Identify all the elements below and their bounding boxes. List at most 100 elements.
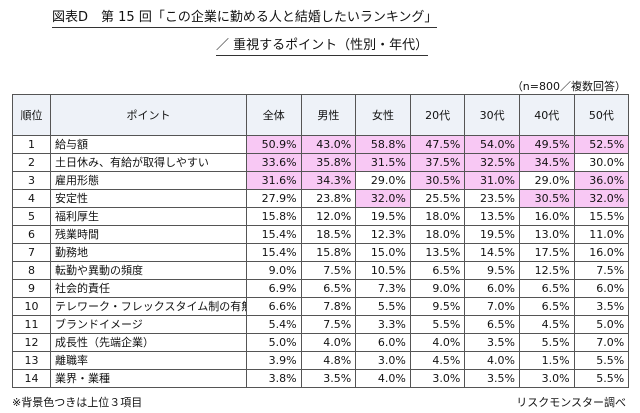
column-header: 20代 <box>409 94 466 136</box>
value-cell: 27.9% <box>246 189 302 208</box>
value-cell: 9.0% <box>409 279 466 298</box>
value-cell: 6.9% <box>246 279 302 298</box>
value-cell: 13.5% <box>464 207 520 226</box>
value-cell: 5.5% <box>355 297 411 316</box>
column-header: 順位 <box>12 94 51 136</box>
point-cell: 離職率 <box>50 351 247 370</box>
value-cell: 29.0% <box>518 171 575 190</box>
value-cell: 5.5% <box>573 369 630 388</box>
value-cell: 18.0% <box>409 225 466 244</box>
value-cell: 25.5% <box>409 189 466 208</box>
value-cell: 32.5% <box>464 153 520 172</box>
value-cell: 4.5% <box>518 315 575 334</box>
value-cell: 6.5% <box>464 315 520 334</box>
point-cell: テレワーク・フレックスタイム制の有無 <box>50 297 247 316</box>
value-cell: 32.0% <box>355 189 411 208</box>
column-header: ポイント <box>50 94 247 136</box>
rank-cell: 12 <box>12 333 51 352</box>
rank-cell: 8 <box>12 261 51 280</box>
value-cell: 6.5% <box>300 279 357 298</box>
table-row: 11 ブランドイメージ 5.4% 7.5% 3.3% 5.5% 6.5% 4.5% 5.0% <box>12 315 630 334</box>
column-header: 女性 <box>355 94 411 136</box>
rank-cell: 5 <box>12 207 51 226</box>
table-row: 6 残業時間 15.4% 18.5% 12.3% 18.0% 19.5% 13.0% 11.0% <box>12 225 630 244</box>
point-cell: 給与額 <box>50 135 247 154</box>
point-cell: 福利厚生 <box>50 207 247 226</box>
value-cell: 6.0% <box>355 333 411 352</box>
value-cell: 3.5% <box>464 369 520 388</box>
value-cell: 30.5% <box>518 189 575 208</box>
value-cell: 15.8% <box>246 207 302 226</box>
value-cell: 12.3% <box>355 225 411 244</box>
point-cell: 業界・業種 <box>50 369 247 388</box>
value-cell: 17.5% <box>518 243 575 262</box>
value-cell: 3.5% <box>573 297 630 316</box>
value-cell: 5.0% <box>246 333 302 352</box>
point-cell: 残業時間 <box>50 225 247 244</box>
point-cell: 社会的責任 <box>50 279 247 298</box>
value-cell: 9.5% <box>464 261 520 280</box>
rank-cell: 11 <box>12 315 51 334</box>
value-cell: 31.5% <box>355 153 411 172</box>
value-cell: 4.0% <box>464 351 520 370</box>
value-cell: 5.5% <box>409 315 466 334</box>
value-cell: 3.8% <box>246 369 302 388</box>
table-row: 14 業界・業種 3.8% 3.5% 4.0% 3.0% 3.5% 3.0% 5.5% <box>12 369 630 388</box>
footer-note: ※背景色つきは上位３項目 <box>12 396 143 409</box>
value-cell: 7.5% <box>300 315 357 334</box>
table-row: 1 給与額 50.9% 43.0% 58.8% 47.5% 54.0% 49.5% 52.5% <box>12 135 630 154</box>
value-cell: 10.5% <box>355 261 411 280</box>
table-row: 3 雇用形態 31.6% 34.3% 29.0% 30.5% 31.0% 29.0% 36.0% <box>12 171 630 190</box>
value-cell: 13.0% <box>518 225 575 244</box>
point-cell: 転勤や異動の頻度 <box>50 261 247 280</box>
column-header: 男性 <box>300 94 357 136</box>
value-cell: 16.0% <box>573 243 630 262</box>
value-cell: 3.0% <box>355 351 411 370</box>
value-cell: 50.9% <box>246 135 302 154</box>
value-cell: 5.0% <box>573 315 630 334</box>
rank-cell: 1 <box>12 135 51 154</box>
point-cell: 雇用形態 <box>50 171 247 190</box>
table-row: 12 成長性（先端企業） 5.0% 4.0% 6.0% 4.0% 3.5% 5.5% 7.0% <box>12 333 630 352</box>
column-header: 40代 <box>518 94 575 136</box>
value-cell: 7.5% <box>573 261 630 280</box>
value-cell: 15.5% <box>573 207 630 226</box>
title: 図表D 第 15 回「この企業に勤める人と結婚したいランキング」 <box>52 6 438 28</box>
value-cell: 6.0% <box>573 279 630 298</box>
value-cell: 37.5% <box>409 153 466 172</box>
value-cell: 23.8% <box>300 189 357 208</box>
value-cell: 33.6% <box>246 153 302 172</box>
value-cell: 29.0% <box>355 171 411 190</box>
value-cell: 3.3% <box>355 315 411 334</box>
value-cell: 18.5% <box>300 225 357 244</box>
value-cell: 3.5% <box>464 333 520 352</box>
value-cell: 9.0% <box>246 261 302 280</box>
value-cell: 36.0% <box>573 171 630 190</box>
rank-cell: 13 <box>12 351 51 370</box>
value-cell: 58.8% <box>355 135 411 154</box>
table-row: 7 勤務地 15.4% 15.8% 15.0% 13.5% 14.5% 17.5% 16.0% <box>12 243 630 262</box>
value-cell: 49.5% <box>518 135 575 154</box>
value-cell: 7.8% <box>300 297 357 316</box>
column-header: 30代 <box>464 94 520 136</box>
value-cell: 6.5% <box>518 297 575 316</box>
value-cell: 6.5% <box>518 279 575 298</box>
value-cell: 54.0% <box>464 135 520 154</box>
value-cell: 7.0% <box>573 333 630 352</box>
point-cell: 土日休み、有給が取得しやすい <box>50 153 247 172</box>
value-cell: 14.5% <box>464 243 520 262</box>
subtitle: ／ 重視するポイント（性別・年代） <box>216 34 429 56</box>
value-cell: 4.0% <box>409 333 466 352</box>
value-cell: 43.0% <box>300 135 357 154</box>
table-row: 8 転勤や異動の頻度 9.0% 7.5% 10.5% 6.5% 9.5% 12.5% 7.5% <box>12 261 630 280</box>
rank-cell: 4 <box>12 189 51 208</box>
value-cell: 30.0% <box>573 153 630 172</box>
value-cell: 4.8% <box>300 351 357 370</box>
value-cell: 19.5% <box>464 225 520 244</box>
rank-cell: 9 <box>12 279 51 298</box>
value-cell: 18.0% <box>409 207 466 226</box>
value-cell: 1.5% <box>518 351 575 370</box>
value-cell: 15.4% <box>246 243 302 262</box>
rank-cell: 10 <box>12 297 51 316</box>
